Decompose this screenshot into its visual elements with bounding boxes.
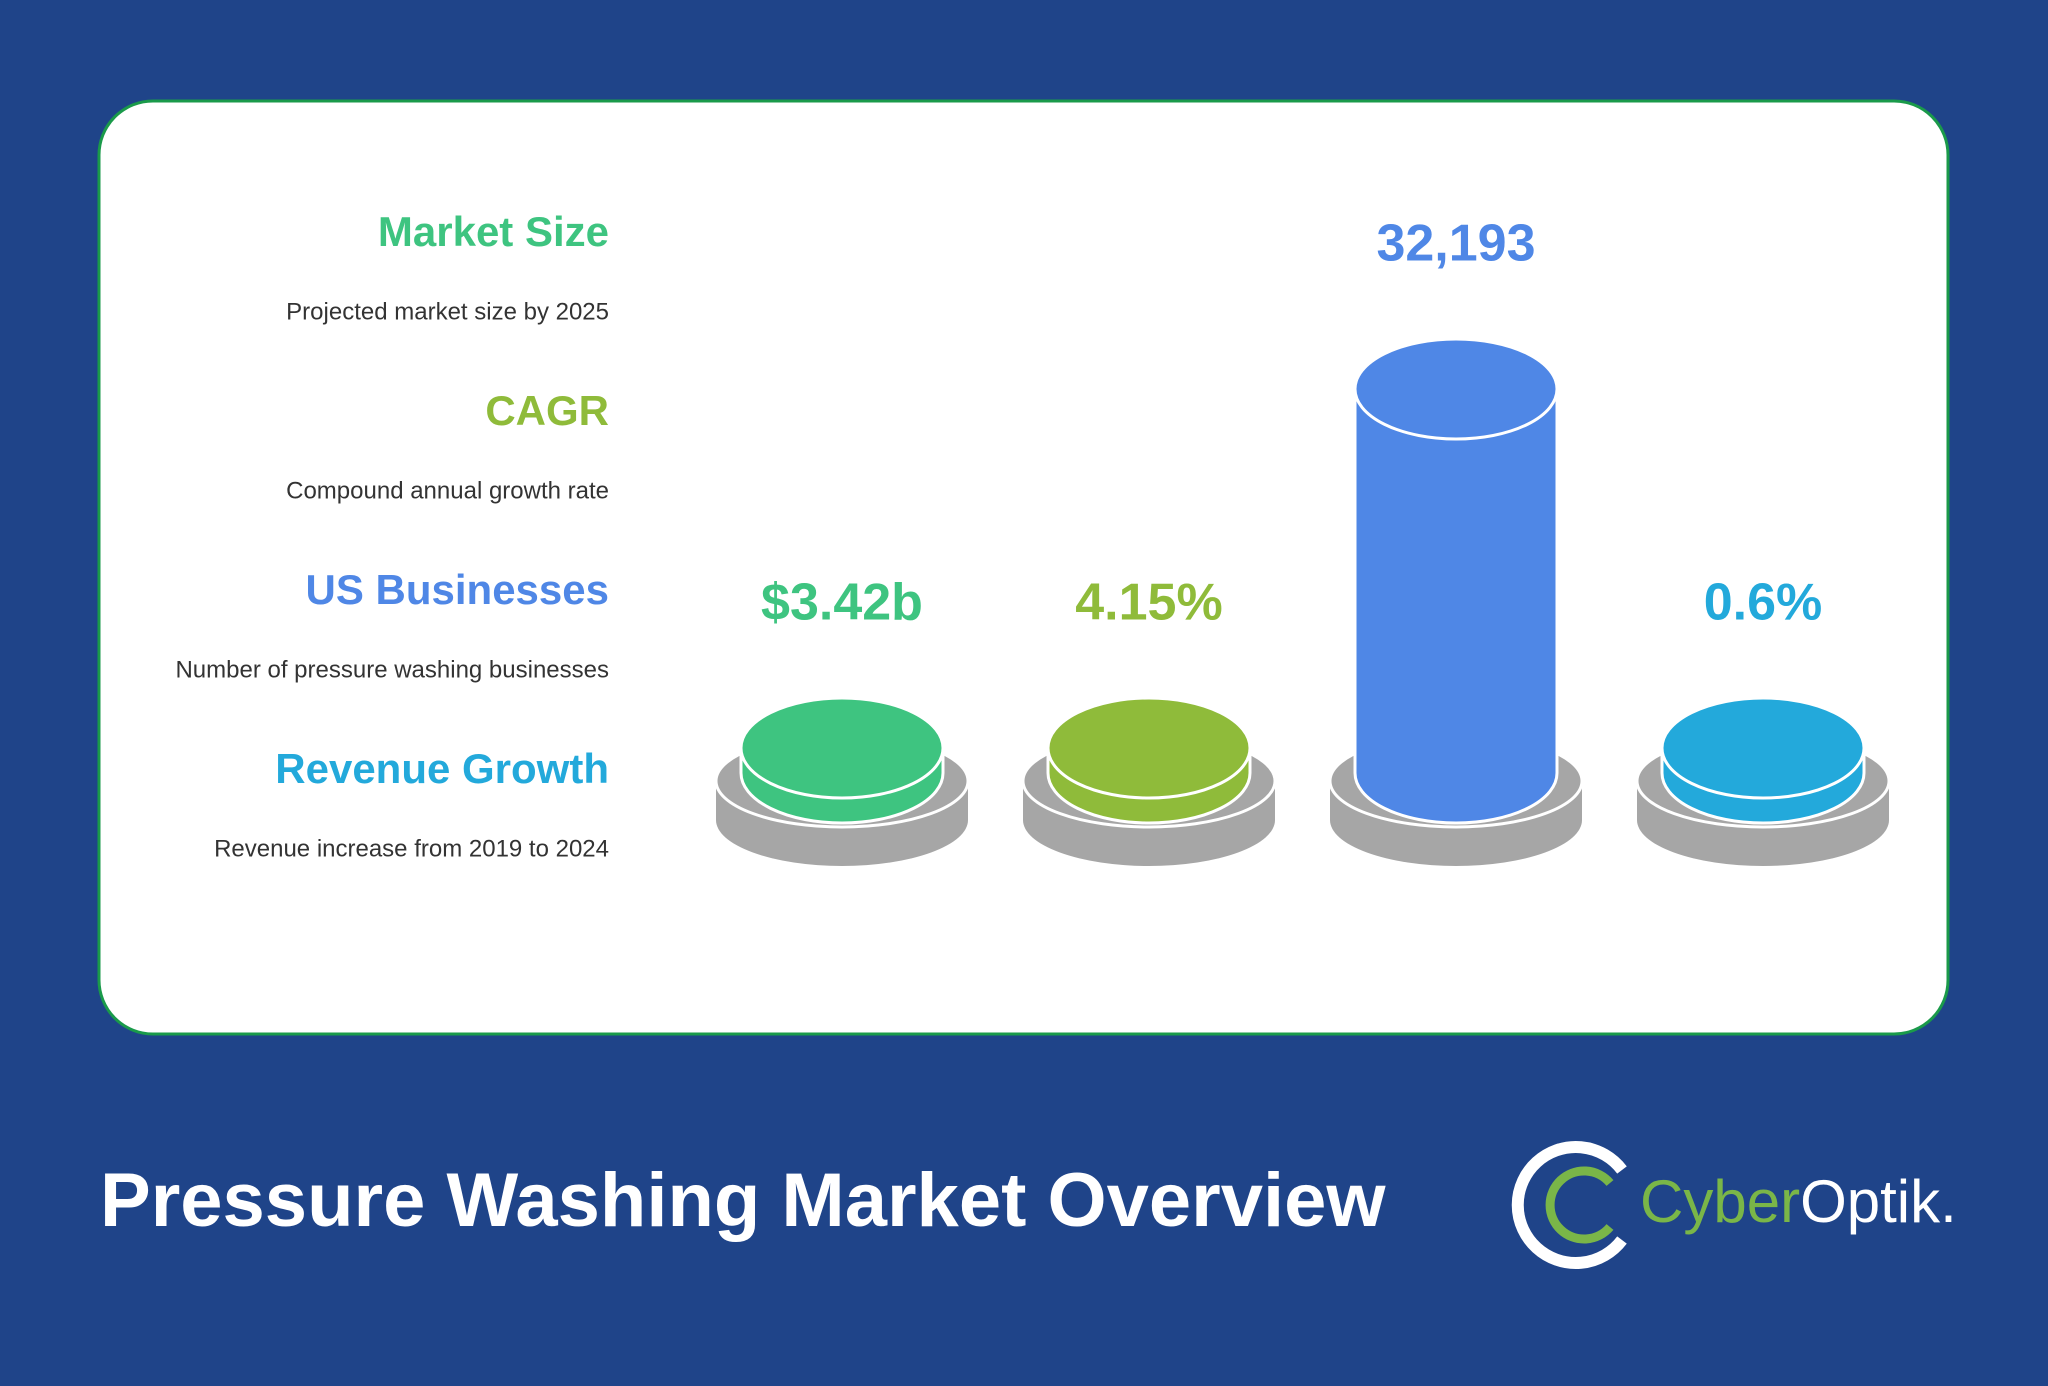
logo-part1: Cyber [1640,1168,1800,1235]
metric-description: Compound annual growth rate [286,477,609,504]
cylinder-side [1355,389,1557,773]
logo-inner-ring [1545,1166,1614,1244]
metric-value: 4.15% [1075,574,1222,632]
cylinder-top [739,696,945,800]
metric-description: Number of pressure washing businesses [175,656,609,683]
metric-label: US Businesses [306,566,609,613]
logo-ring [1511,1141,1627,1269]
metric-label: Market Size [378,208,609,255]
logo-text: CyberOptik. [1640,1168,1957,1235]
metric-value: $3.42b [761,574,923,632]
page-title: Pressure Washing Market Overview [100,1158,1386,1243]
cylinder-top [1353,337,1559,441]
cylinder-top [1046,696,1252,800]
metric-value: 0.6% [1704,574,1823,632]
cylinder-edge [1353,389,1559,773]
metric-label: CAGR [485,387,609,434]
logo-part2: Optik. [1800,1168,1957,1235]
metric-description: Projected market size by 2025 [286,298,609,325]
metric-description: Revenue increase from 2019 to 2024 [214,835,609,862]
cylinder-top [1660,696,1866,800]
metric-value: 32,193 [1376,215,1535,273]
metric-label: Revenue Growth [275,745,609,792]
logo: CyberOptik. [1511,1141,1957,1269]
